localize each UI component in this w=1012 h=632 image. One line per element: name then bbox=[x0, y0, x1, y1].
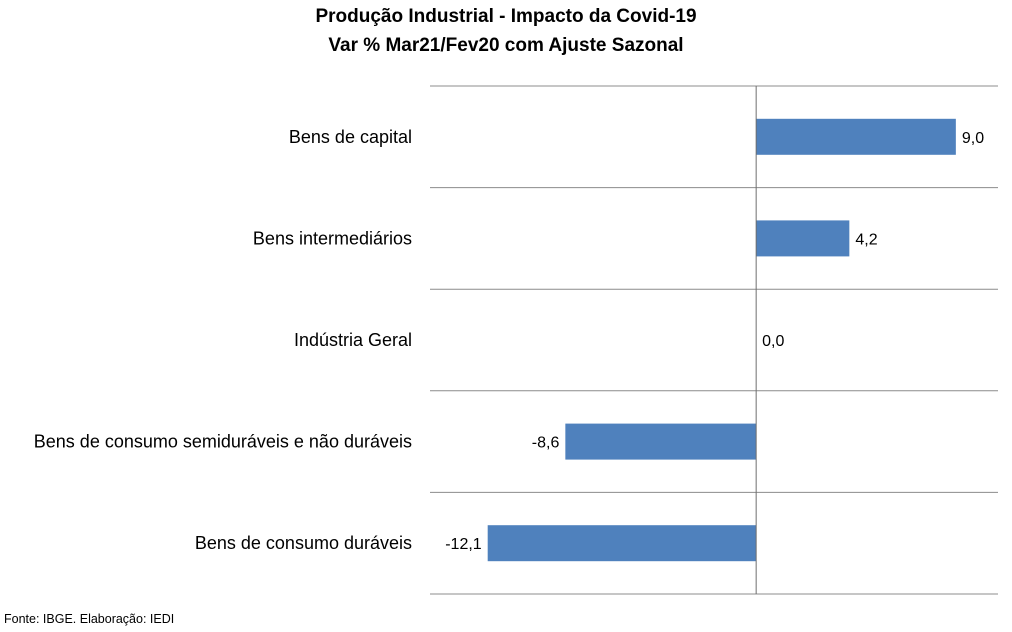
data-label: -12,1 bbox=[445, 536, 482, 553]
data-label: 9,0 bbox=[962, 130, 984, 147]
category-label: Bens de capital bbox=[289, 127, 412, 147]
bar bbox=[756, 118, 956, 155]
category-label: Indústria Geral bbox=[294, 330, 412, 350]
data-label: 4,2 bbox=[855, 231, 877, 248]
category-label: Bens de consumo semiduráveis e não duráv… bbox=[34, 432, 412, 452]
bar bbox=[756, 220, 850, 257]
chart-subtitle: Var % Mar21/Fev20 com Ajuste Sazonal bbox=[328, 35, 684, 56]
data-label: -8,6 bbox=[532, 435, 560, 452]
chart-title: Produção Industrial - Impacto da Covid-1… bbox=[315, 6, 697, 27]
category-label: Bens intermediários bbox=[253, 228, 412, 248]
category-label: Bens de consumo duráveis bbox=[195, 533, 412, 553]
bar bbox=[565, 423, 757, 460]
source-note: Fonte: IBGE. Elaboração: IEDI bbox=[4, 612, 175, 626]
data-label: 0,0 bbox=[762, 333, 784, 350]
bar bbox=[487, 525, 757, 562]
